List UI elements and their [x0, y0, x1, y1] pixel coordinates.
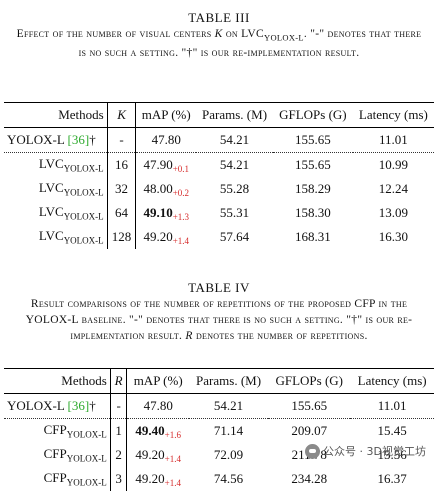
map-cell: 49.20+1.4 [135, 470, 181, 488]
table-row: YOLOX-L [36]† - 47.80 54.21 155.65 11.01 [4, 127, 434, 153]
latency-cell: 16.37 [377, 471, 407, 486]
latency-cell: 12.24 [378, 181, 408, 196]
table4-description: Result comparisons of the number of repe… [25, 298, 413, 342]
params-cell: 55.31 [219, 205, 250, 220]
params-cell: 54.21 [213, 398, 244, 413]
table4: Methods R mAP (%) Params. (M) GFLOPs (G)… [4, 368, 434, 491]
r-cell: 2 [110, 443, 128, 467]
k-cell: - [107, 127, 137, 153]
header-map: mAP (%) [141, 107, 191, 122]
method-cell: LVCYOLOX-L [4, 201, 108, 225]
k-cell: 16 [107, 152, 137, 177]
header-map: mAP (%) [133, 373, 183, 388]
wechat-icon [305, 443, 320, 459]
params-cell: 72.09 [213, 447, 244, 462]
map-cell: 48.00+0.2 [143, 180, 190, 198]
map-cell: 49.10+1.3 [143, 204, 190, 222]
latency-cell: 15.45 [350, 418, 434, 443]
method-cell: CFPYOLOX-L [4, 467, 111, 491]
method-cell: YOLOX-L [36]† [4, 393, 111, 419]
params-cell: 54.21 [196, 152, 274, 177]
gflops-cell: 155.65 [295, 132, 331, 147]
map-cell: 49.20+1.4 [143, 228, 190, 246]
table-row: LVCYOLOX-L 16 47.90+0.1 54.21 155.65 10.… [4, 152, 434, 177]
method-cell: LVCYOLOX-L [4, 177, 108, 201]
method-cell: YOLOX-L [36]† [4, 127, 108, 153]
table-row: CFPYOLOX-L 1 49.40+1.6 71.14 209.07 15.4… [4, 418, 434, 443]
table-row: LVCYOLOX-L 64 49.10+1.3 55.31 158.30 13.… [4, 201, 434, 225]
table3: Methods K mAP (%) Params. (M) GFLOPs (G)… [4, 102, 434, 249]
table3-description: Effect of the number of visual centers K… [16, 28, 422, 60]
params-cell: 55.28 [219, 181, 250, 196]
map-cell: 49.40+1.6 [126, 418, 189, 443]
gflops-cell: 234.28 [291, 471, 328, 486]
table-row: CFPYOLOX-L 2 49.20+1.4 72.09 211.78 15.5… [4, 443, 434, 467]
watermark-text: 公众号 · 3D视觉工坊 [323, 445, 426, 458]
params-cell: 57.64 [219, 229, 250, 244]
header-methods: Methods [4, 102, 108, 128]
map-cell: 49.20+1.4 [135, 446, 181, 464]
table-row: LVCYOLOX-L 32 48.00+0.2 55.28 158.29 12.… [4, 177, 434, 201]
header-params: Params. (M) [202, 107, 268, 122]
table3-number: TABLE III [188, 10, 250, 25]
map-cell: 47.90+0.1 [135, 152, 197, 177]
header-latency: Latency (ms) [358, 107, 428, 122]
header-latency: Latency (ms) [357, 373, 427, 388]
gflops-cell: 158.30 [295, 205, 331, 220]
method-cell: CFPYOLOX-L [4, 418, 111, 443]
map-cell: 47.80 [143, 398, 173, 413]
gflops-cell: 168.31 [295, 229, 331, 244]
header-gflops: GFLOPs (G) [279, 107, 347, 122]
header-gflops: GFLOPs (G) [275, 373, 344, 388]
table4-number: TABLE IV [188, 280, 250, 295]
header-k: K [107, 102, 137, 128]
latency-cell: 10.99 [352, 152, 434, 177]
map-cell: 47.80 [151, 132, 181, 147]
latency-cell: 13.09 [378, 205, 408, 220]
header-methods: Methods [4, 368, 111, 394]
latency-cell: 15.56 [377, 447, 407, 462]
table-row: CFPYOLOX-L 3 49.20+1.4 74.56 234.28 16.3… [4, 467, 434, 491]
params-cell: 54.21 [219, 132, 250, 147]
latency-cell: 16.30 [378, 229, 408, 244]
citation-link[interactable]: [36] [67, 132, 90, 147]
method-cell: LVCYOLOX-L [4, 225, 108, 249]
params-cell: 71.14 [188, 418, 269, 443]
method-cell: CFPYOLOX-L [4, 443, 111, 467]
gflops-cell: 155.65 [273, 152, 353, 177]
gflops-cell: 158.29 [295, 181, 331, 196]
table-row: LVCYOLOX-L 128 49.20+1.4 57.64 168.31 16… [4, 225, 434, 249]
table-row: YOLOX-L [36]† - 47.80 54.21 155.65 11.01 [4, 393, 434, 419]
watermark: 公众号 · 3D视觉工坊 [305, 443, 426, 459]
gflops-cell: 155.65 [291, 398, 328, 413]
k-cell: 128 [107, 225, 137, 249]
citation-link[interactable]: [36] [67, 398, 90, 413]
r-cell: 1 [110, 418, 128, 443]
method-cell: LVCYOLOX-L [4, 152, 108, 177]
k-cell: 64 [107, 201, 137, 225]
params-cell: 74.56 [213, 471, 244, 486]
r-cell: 3 [110, 467, 128, 491]
latency-cell: 11.01 [378, 132, 408, 147]
header-params: Params. (M) [196, 373, 262, 388]
latency-cell: 11.01 [377, 398, 407, 413]
k-cell: 32 [107, 177, 137, 201]
r-cell: - [110, 393, 128, 419]
gflops-cell: 209.07 [268, 418, 351, 443]
header-r: R [110, 368, 128, 394]
